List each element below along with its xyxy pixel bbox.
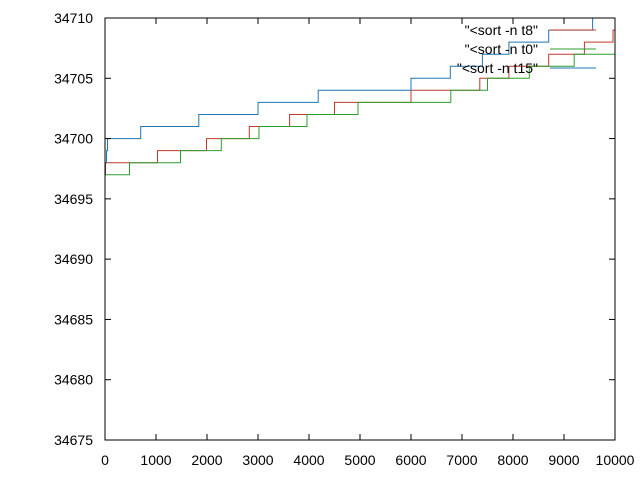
series-line-2 [105,17,615,164]
x-tick-label: 2000 [191,452,222,468]
x-tick-label: 4000 [293,452,324,468]
y-tick-label: 34675 [54,432,93,448]
series-line-1 [105,53,615,176]
y-tick-label: 34695 [54,191,93,207]
x-tick-label: 3000 [242,452,273,468]
y-axis: 34675 34680 34685 34690 34695 34700 34705 34710 [54,10,615,448]
y-tick-label: 34710 [54,10,93,26]
legend-label: "<sort -n t8" [465,22,538,38]
x-tick-label: 7000 [446,452,477,468]
x-tick-label: 9000 [548,452,579,468]
y-tick-label: 34690 [54,251,93,267]
x-tick-label: 1000 [140,452,171,468]
y-tick-label: 34685 [54,311,93,327]
legend-label: "<sort -n t0" [465,41,538,57]
y-tick-label: 34680 [54,372,93,388]
x-tick-label: 10000 [596,452,635,468]
y-tick-label: 34700 [54,131,93,147]
plot-frame [104,17,616,441]
y-tick-label: 34705 [54,70,93,86]
x-axis: 0 1000 2000 3000 4000 5000 6000 7000 8000 9000 100… [101,18,635,468]
x-tick-label: 8000 [497,452,528,468]
plot-lines [105,17,615,176]
x-tick-label: 6000 [395,452,426,468]
legend-label: "<sort -n t15" [457,60,538,76]
legend: "<sort -n t8" "<sort -n t0" "<sort -n t15" [457,22,596,76]
x-tick-label: 0 [101,452,109,468]
x-tick-label: 5000 [344,452,375,468]
